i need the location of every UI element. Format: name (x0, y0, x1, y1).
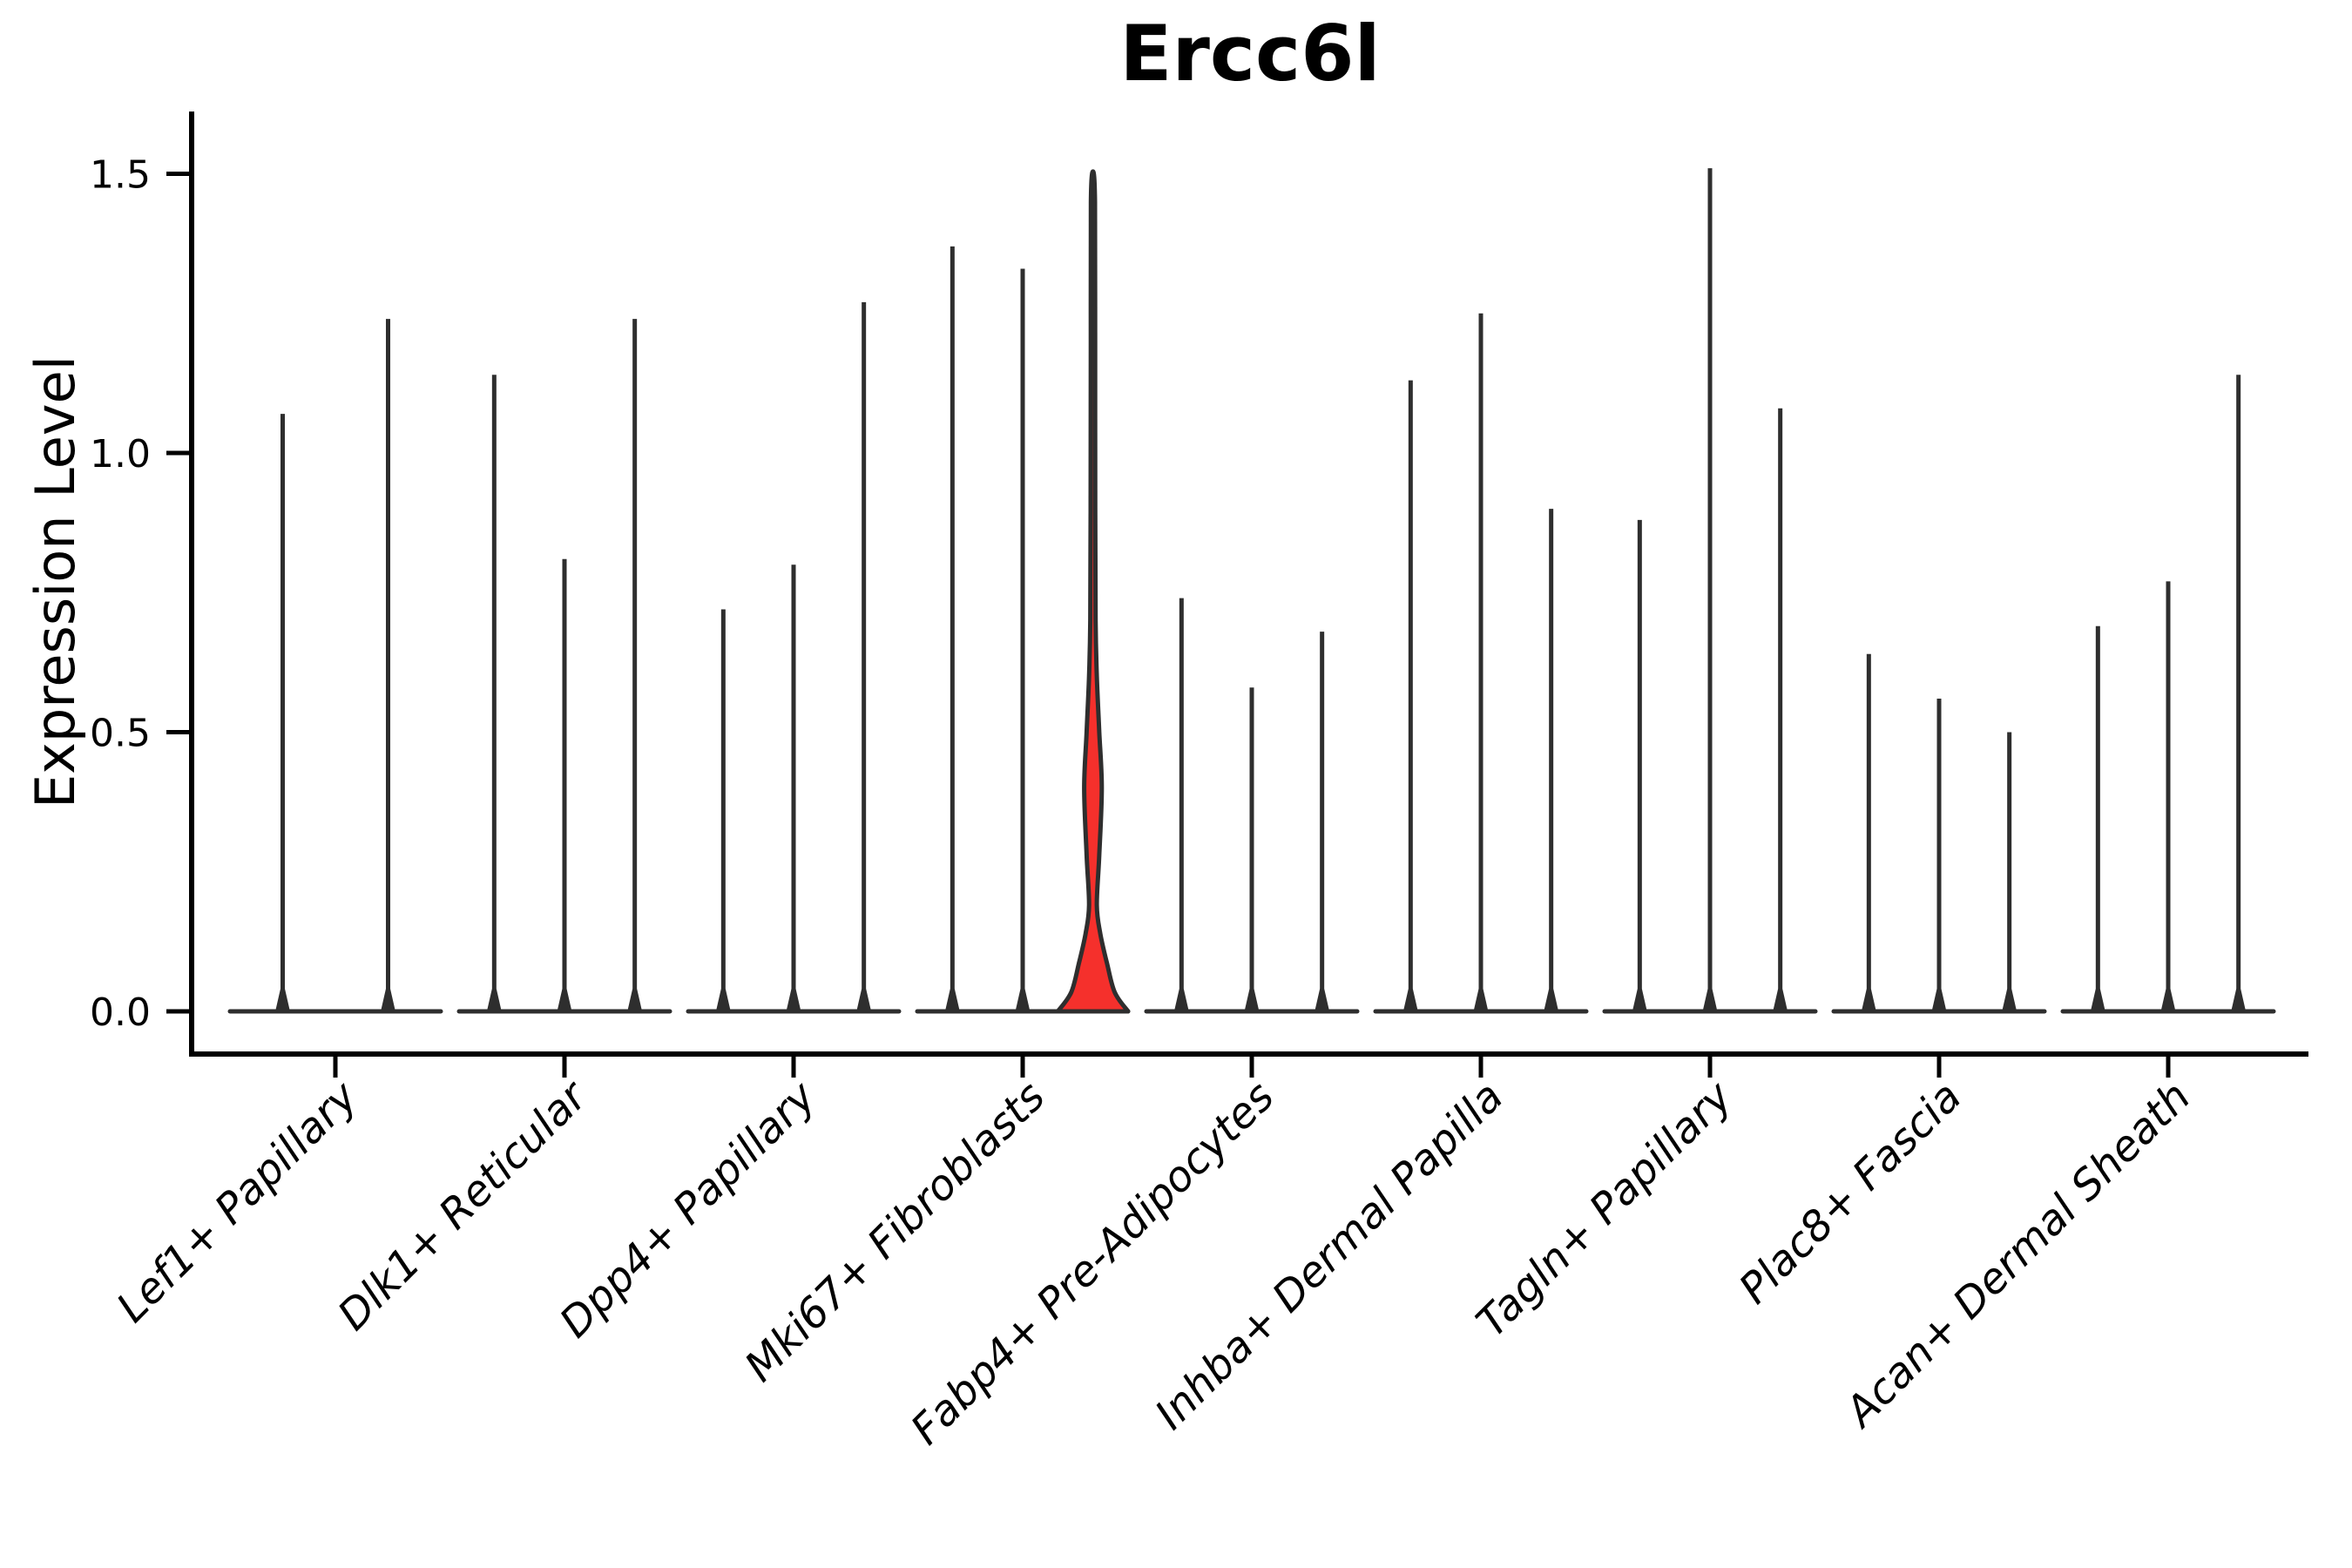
chart-title: Ercc6l (1119, 9, 1381, 98)
violin-spike (380, 319, 396, 1014)
violin-spike (1632, 519, 1648, 1014)
violin-spike (626, 319, 643, 1014)
x-tick-label: Tagln+ Papillary (1467, 1071, 1742, 1347)
violin-spike (1931, 699, 1947, 1014)
y-tick-label: 1.0 (90, 432, 151, 476)
x-tick-mark (791, 1057, 796, 1078)
x-tick-label: Dpp4+ Papillary (551, 1071, 826, 1347)
y-tick-mark (166, 1009, 189, 1014)
y-axis-spine (189, 112, 194, 1057)
y-tick-mark (166, 730, 189, 734)
violin-spike (1244, 687, 1260, 1014)
violin-spike (1015, 268, 1031, 1014)
y-tick-label: 1.5 (90, 153, 151, 198)
violin-spike (944, 246, 961, 1014)
x-tick-mark (1707, 1057, 1713, 1078)
violin-spike (1473, 313, 1489, 1014)
violin-spike (715, 609, 732, 1014)
y-tick-mark (166, 172, 189, 176)
violin-spike (486, 375, 503, 1014)
violin-spike (2001, 732, 2017, 1014)
violin-spike (1543, 509, 1559, 1014)
x-tick-mark (1478, 1057, 1484, 1078)
x-tick-mark (333, 1057, 338, 1078)
y-axis-label: Expression Level (24, 355, 87, 808)
violin-spike (274, 414, 291, 1014)
violin-spike (1314, 632, 1330, 1014)
violin-spike (855, 301, 872, 1014)
violin-spike (1402, 380, 1419, 1014)
violin-spike (1772, 408, 1788, 1014)
x-tick-mark (1020, 1057, 1025, 1078)
highlighted-violin (1055, 169, 1131, 1014)
y-tick-label: 0.0 (90, 990, 151, 1035)
violin-spike (557, 558, 572, 1014)
x-tick-mark (2166, 1057, 2171, 1078)
violin-spike (2230, 375, 2247, 1014)
x-tick-label: Dlk1+ Reticular (328, 1071, 598, 1341)
x-tick-label: Fabp4+ Pre-Adipocytes (902, 1072, 1284, 1455)
x-tick-mark (1936, 1057, 1942, 1078)
y-tick-label: 0.5 (90, 712, 151, 756)
violin-spike (2160, 581, 2176, 1014)
x-tick-label: Plac8+ Fascia (1730, 1072, 1971, 1314)
x-tick-mark (562, 1057, 567, 1078)
violin-spike (1702, 168, 1718, 1014)
violin-spike (1861, 653, 1877, 1014)
violin-spike (2090, 625, 2106, 1014)
violin-spike (786, 564, 801, 1014)
violin-spike (1173, 598, 1190, 1014)
x-axis-spine (189, 1051, 2308, 1057)
x-tick-mark (1249, 1057, 1254, 1078)
y-tick-mark (166, 450, 189, 456)
x-tick-label: Lef1+ Papillary (107, 1071, 368, 1332)
